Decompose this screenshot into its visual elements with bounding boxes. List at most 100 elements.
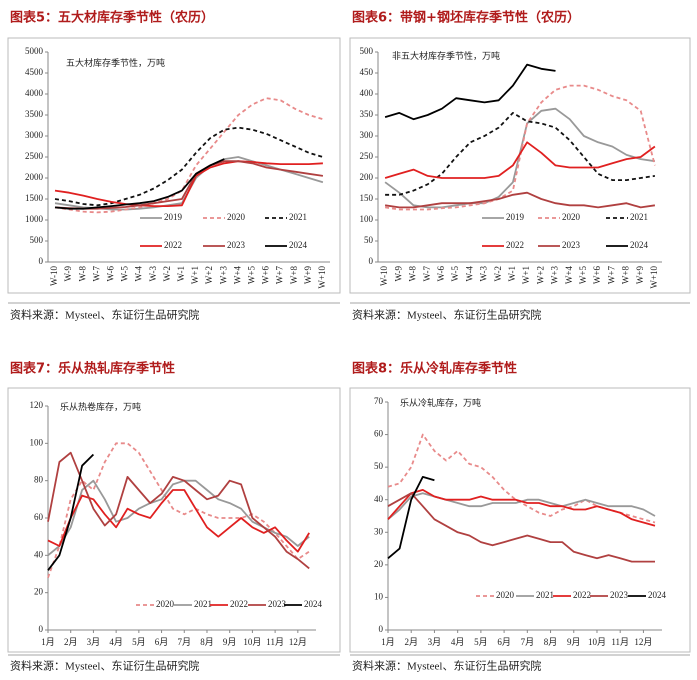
x-tick-label: W-2 — [493, 266, 503, 282]
y-tick-label: 0 — [379, 624, 384, 634]
legend-label: 2020 — [562, 212, 581, 222]
chart-title: 图表7：乐从热轧库存季节性 — [10, 361, 175, 377]
legend-label: 2022 — [164, 240, 182, 250]
x-tick-label: W+10 — [649, 266, 659, 289]
x-tick-label: 4月 — [451, 637, 465, 647]
x-tick-label: 10月 — [243, 637, 261, 647]
x-tick-label: W-10 — [49, 266, 59, 286]
legend-label: 2021 — [630, 212, 648, 222]
legend-label: 2021 — [536, 590, 554, 600]
x-tick-label: W+5 — [578, 266, 588, 285]
x-tick-label: W+4 — [564, 266, 574, 285]
x-tick-label: 3月 — [428, 637, 442, 647]
y-tick-label: 1000 — [25, 214, 44, 224]
series-line — [384, 191, 656, 209]
legend-label: 2022 — [573, 590, 591, 600]
source: 资料来源：Mysteel、东证衍生品研究院 — [352, 308, 541, 322]
legend-label: 2024 — [630, 240, 649, 250]
y-tick-label: 60 — [374, 429, 384, 439]
y-tick-label: 350 — [360, 109, 374, 119]
chart-title: 图表5：五大材库存季节性（农历） — [10, 10, 214, 26]
x-tick-label: W-2 — [162, 266, 172, 282]
y-tick-label: 40 — [374, 494, 384, 504]
chart-title: 图表8：乐从冷轧库存季节性 — [352, 361, 517, 377]
series-line — [47, 453, 95, 571]
y-tick-label: 250 — [360, 151, 374, 161]
x-tick-label: W-5 — [450, 266, 460, 282]
series-line — [384, 63, 556, 121]
series-line — [387, 492, 656, 520]
annotation: 乐从冷轧库存，万吨 — [400, 397, 481, 408]
x-tick-label: 11月 — [266, 637, 284, 647]
y-tick-label: 120 — [30, 400, 44, 410]
y-tick-label: 20 — [34, 587, 44, 597]
legend-label: 2024 — [289, 240, 308, 250]
annotation: 五大材库存季节性，万吨 — [66, 57, 165, 68]
x-tick-label: W-5 — [120, 266, 130, 282]
annotation: 乐从热卷库存，万吨 — [60, 401, 141, 412]
x-tick-label: W+6 — [261, 266, 271, 285]
x-tick-label: W+9 — [303, 266, 313, 285]
y-tick-label: 200 — [360, 172, 374, 182]
x-tick-label: W-9 — [63, 266, 73, 282]
x-tick-label: 2月 — [404, 637, 418, 647]
x-tick-label: W+8 — [289, 266, 299, 285]
x-tick-label: W+9 — [635, 266, 645, 285]
y-tick-label: 500 — [30, 235, 44, 245]
legend-label: 2021 — [289, 212, 307, 222]
y-tick-label: 150 — [360, 193, 374, 203]
legend-label: 2023 — [562, 240, 581, 250]
series-line — [54, 160, 324, 210]
legend-label: 2024 — [304, 599, 323, 609]
x-tick-label: W+4 — [232, 266, 242, 285]
y-tick-label: 1500 — [25, 193, 44, 203]
y-tick-label: 3000 — [25, 130, 44, 140]
x-tick-label: W+8 — [621, 266, 631, 285]
x-tick-label: 12月 — [289, 637, 307, 647]
x-tick-label: W+7 — [606, 266, 616, 285]
chart-frame — [349, 37, 691, 294]
x-tick-label: W+7 — [275, 266, 285, 285]
series-line — [387, 489, 656, 527]
legend-label: 2024 — [648, 590, 667, 600]
series-line — [387, 492, 655, 563]
x-tick-label: W+2 — [204, 266, 214, 284]
x-tick-label: 8月 — [544, 637, 558, 647]
x-tick-label: 9月 — [567, 637, 581, 647]
series-line — [387, 476, 435, 559]
y-tick-label: 500 — [360, 46, 374, 56]
x-tick-label: W+1 — [190, 266, 200, 284]
y-tick-label: 450 — [360, 67, 374, 77]
x-tick-label: 3月 — [87, 637, 101, 647]
x-tick-label: W-7 — [91, 266, 101, 282]
y-tick-label: 30 — [374, 526, 384, 536]
legend-label: 2023 — [268, 599, 287, 609]
y-tick-label: 70 — [374, 396, 384, 406]
chart-frame — [7, 387, 341, 653]
x-tick-label: 12月 — [634, 637, 652, 647]
annotation: 非五大材库存季节性，万吨 — [392, 50, 500, 61]
y-tick-label: 100 — [30, 437, 44, 447]
x-tick-label: 6月 — [155, 637, 169, 647]
series-line — [54, 158, 225, 210]
y-tick-label: 100 — [360, 214, 374, 224]
y-tick-label: 0 — [39, 624, 44, 634]
series-line — [384, 141, 656, 179]
chart-frame — [7, 37, 341, 294]
legend-label: 2021 — [194, 599, 212, 609]
legend-label: 2020 — [496, 590, 515, 600]
x-tick-label: 8月 — [200, 637, 214, 647]
series-line — [54, 126, 324, 207]
x-tick-label: 4月 — [109, 637, 123, 647]
source: 资料来源：Mysteel、东证衍生品研究院 — [10, 659, 199, 673]
x-tick-label: W+6 — [592, 266, 602, 285]
x-tick-label: W-8 — [77, 266, 87, 282]
x-tick-label: W-9 — [393, 266, 403, 282]
x-tick-label: 7月 — [178, 637, 192, 647]
x-tick-label: W+3 — [550, 266, 560, 285]
source: 资料来源：Mysteel、东证衍生品研究院 — [352, 659, 541, 673]
y-tick-label: 50 — [364, 235, 374, 245]
x-tick-label: 10月 — [588, 637, 606, 647]
series-line — [54, 160, 323, 207]
